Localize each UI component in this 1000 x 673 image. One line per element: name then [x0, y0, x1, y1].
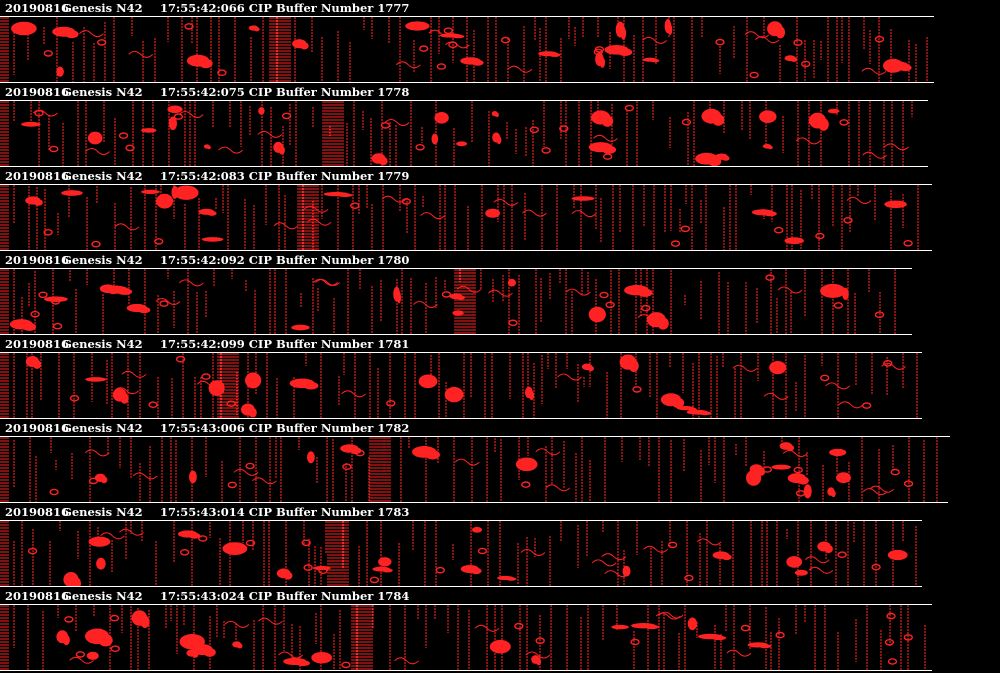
timestamp-label: 17:55:43:006 [160, 421, 245, 435]
separator-line [0, 268, 912, 269]
timestamp-label: 17:55:42:099 [160, 337, 245, 351]
separator-line [0, 352, 922, 353]
buffer-title: 17:55:42:099 CIP Buffer Number 1781 [160, 336, 409, 352]
buffer-strip-1781: 20190816 Genesis N42 17:55:42:099 CIP Bu… [0, 336, 1000, 420]
date-label: 20190816 [5, 169, 70, 183]
buffer-header: 20190816 Genesis N42 17:55:43:024 CIP Bu… [0, 588, 1000, 604]
buffer-number-label: CIP Buffer Number 1780 [248, 253, 410, 267]
particle-image-strip [0, 101, 928, 167]
separator-line [0, 436, 950, 437]
buffer-header: 20190816 Genesis N42 17:55:42:092 CIP Bu… [0, 252, 1000, 268]
buffer-header: 20190816 Genesis N42 17:55:43:014 CIP Bu… [0, 504, 1000, 520]
date-label: 20190816 [5, 1, 70, 15]
date-label: 20190816 [5, 253, 70, 267]
separator-line [0, 16, 934, 17]
buffer-header: 20190816 Genesis N42 17:55:42:066 CIP Bu… [0, 0, 1000, 16]
buffer-number-label: CIP Buffer Number 1784 [248, 589, 410, 603]
particle-image-strip [0, 437, 948, 503]
buffer-number-label: CIP Buffer Number 1779 [248, 169, 410, 183]
buffer-strip-1783: 20190816 Genesis N42 17:55:43:014 CIP Bu… [0, 504, 1000, 588]
buffer-header: 20190816 Genesis N42 17:55:42:075 CIP Bu… [0, 84, 1000, 100]
buffer-title: 17:55:43:024 CIP Buffer Number 1784 [160, 588, 409, 604]
date-label: 20190816 [5, 337, 70, 351]
probe-label: Genesis N42 [62, 337, 143, 351]
buffer-strip-1778: 20190816 Genesis N42 17:55:42:075 CIP Bu… [0, 84, 1000, 168]
probe-label: Genesis N42 [62, 421, 143, 435]
probe-label: Genesis N42 [62, 1, 143, 15]
buffer-header: 20190816 Genesis N42 17:55:43:006 CIP Bu… [0, 420, 1000, 436]
buffer-title: 17:55:42:092 CIP Buffer Number 1780 [160, 252, 409, 268]
separator-line [0, 100, 928, 101]
buffer-number-label: CIP Buffer Number 1783 [248, 505, 410, 519]
particle-image-strip [0, 605, 932, 671]
buffer-number-label: CIP Buffer Number 1777 [248, 1, 410, 15]
buffer-strip-1782: 20190816 Genesis N42 17:55:43:006 CIP Bu… [0, 420, 1000, 504]
particle-image-strip [0, 17, 934, 83]
date-label: 20190816 [5, 505, 70, 519]
timestamp-label: 17:55:42:092 [160, 253, 245, 267]
buffer-strip-1779: 20190816 Genesis N42 17:55:42:083 CIP Bu… [0, 168, 1000, 252]
buffer-header: 20190816 Genesis N42 17:55:42:099 CIP Bu… [0, 336, 1000, 352]
probe-label: Genesis N42 [62, 589, 143, 603]
probe-label: Genesis N42 [62, 85, 143, 99]
separator-line [0, 520, 922, 521]
probe-label: Genesis N42 [62, 253, 143, 267]
buffer-title: 17:55:42:083 CIP Buffer Number 1779 [160, 168, 409, 184]
buffer-header: 20190816 Genesis N42 17:55:42:083 CIP Bu… [0, 168, 1000, 184]
date-label: 20190816 [5, 589, 70, 603]
probe-label: Genesis N42 [62, 505, 143, 519]
buffer-number-label: CIP Buffer Number 1782 [248, 421, 410, 435]
timestamp-label: 17:55:43:014 [160, 505, 245, 519]
separator-line [0, 604, 932, 605]
date-label: 20190816 [5, 421, 70, 435]
buffer-number-label: CIP Buffer Number 1778 [248, 85, 410, 99]
particle-image-strip [0, 185, 932, 251]
buffer-title: 17:55:43:014 CIP Buffer Number 1783 [160, 504, 409, 520]
buffer-number-label: CIP Buffer Number 1781 [248, 337, 410, 351]
particle-image-strip [0, 269, 912, 335]
buffer-strip-1784: 20190816 Genesis N42 17:55:43:024 CIP Bu… [0, 588, 1000, 672]
buffer-title: 17:55:42:075 CIP Buffer Number 1778 [160, 84, 409, 100]
particle-image-strip [0, 521, 922, 587]
timestamp-label: 17:55:43:024 [160, 589, 245, 603]
timestamp-label: 17:55:42:066 [160, 1, 245, 15]
buffer-strip-1777: 20190816 Genesis N42 17:55:42:066 CIP Bu… [0, 0, 1000, 84]
timestamp-label: 17:55:42:083 [160, 169, 245, 183]
timestamp-label: 17:55:42:075 [160, 85, 245, 99]
buffer-title: 17:55:43:006 CIP Buffer Number 1782 [160, 420, 409, 436]
date-label: 20190816 [5, 85, 70, 99]
particle-image-strip [0, 353, 922, 419]
probe-label: Genesis N42 [62, 169, 143, 183]
buffer-title: 17:55:42:066 CIP Buffer Number 1777 [160, 0, 409, 16]
separator-line [0, 184, 932, 185]
buffer-strip-1780: 20190816 Genesis N42 17:55:42:092 CIP Bu… [0, 252, 1000, 336]
